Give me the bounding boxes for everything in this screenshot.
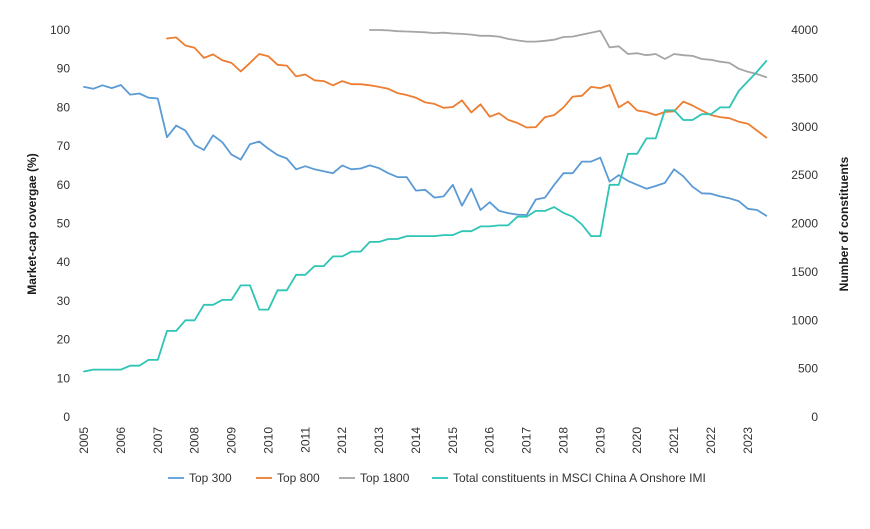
x-tick-label: 2023 bbox=[741, 427, 755, 454]
series-line-4 bbox=[83, 60, 768, 373]
x-tick-label: 2022 bbox=[704, 427, 718, 454]
x-tick-label: 2006 bbox=[114, 427, 128, 454]
x-tick-label: 2012 bbox=[335, 427, 349, 454]
left-tick-label: 100 bbox=[50, 23, 70, 37]
right-tick-label: 0 bbox=[811, 410, 818, 424]
right-tick-label: 3500 bbox=[791, 71, 818, 85]
left-tick-label: 10 bbox=[57, 371, 71, 385]
left-tick-label: 80 bbox=[57, 100, 71, 114]
right-axis-ticks: 0 500 1000 1500 2000 2500 3000 3500 4000 bbox=[791, 23, 818, 424]
x-tick-label: 2005 bbox=[77, 427, 91, 454]
legend: Top 300 Top 800 Top 1800 Total constituents… bbox=[168, 471, 706, 485]
legend-label: Total constituents in MSCI China A Onsho… bbox=[453, 471, 706, 485]
series-line-3 bbox=[368, 29, 768, 79]
legend-item: Top 800 bbox=[256, 471, 320, 485]
left-tick-label: 30 bbox=[57, 294, 71, 308]
left-tick-label: 40 bbox=[57, 255, 71, 269]
right-tick-label: 3000 bbox=[791, 120, 818, 134]
x-tick-label: 2016 bbox=[483, 427, 497, 454]
right-tick-label: 2500 bbox=[791, 168, 818, 182]
x-tick-label: 2007 bbox=[151, 427, 165, 454]
right-tick-label: 500 bbox=[798, 362, 818, 376]
legend-label: Top 800 bbox=[277, 471, 320, 485]
left-tick-label: 20 bbox=[57, 333, 71, 347]
x-axis-ticks: 2005 2006 2007 2008 2009 2010 2011 2012 2013 2014… bbox=[77, 427, 755, 454]
x-tick-label: 2017 bbox=[520, 427, 534, 454]
x-tick-label: 2010 bbox=[261, 427, 275, 454]
right-tick-label: 4000 bbox=[791, 23, 818, 37]
series-line-2 bbox=[166, 36, 768, 139]
x-tick-label: 2008 bbox=[188, 427, 202, 454]
right-tick-label: 1500 bbox=[791, 265, 818, 279]
left-axis-ticks: 0 10 20 30 40 50 60 70 80 90 100 bbox=[50, 23, 70, 424]
left-tick-label: 90 bbox=[57, 62, 71, 76]
right-tick-label: 2000 bbox=[791, 217, 818, 231]
x-tick-label: 2020 bbox=[630, 427, 644, 454]
x-tick-label: 2014 bbox=[409, 427, 423, 454]
right-tick-label: 1000 bbox=[791, 313, 818, 327]
x-tick-label: 2019 bbox=[593, 427, 607, 454]
legend-item: Top 300 bbox=[168, 471, 232, 485]
x-tick-label: 2021 bbox=[667, 427, 681, 454]
x-tick-label: 2015 bbox=[446, 427, 460, 454]
legend-item: Top 1800 bbox=[339, 471, 410, 485]
x-tick-label: 2011 bbox=[298, 427, 312, 453]
legend-label: Top 300 bbox=[189, 471, 232, 485]
legend-item: Total constituents in MSCI China A Onsho… bbox=[432, 471, 706, 485]
series-line-1 bbox=[83, 84, 768, 217]
left-tick-label: 50 bbox=[57, 217, 71, 231]
x-tick-label: 2013 bbox=[372, 427, 386, 454]
legend-label: Top 1800 bbox=[360, 471, 410, 485]
right-axis-title: Number of constituents bbox=[837, 156, 851, 291]
x-tick-label: 2018 bbox=[556, 427, 570, 454]
left-axis-title: Market-cap covergae (%) bbox=[25, 153, 39, 294]
left-tick-label: 70 bbox=[57, 139, 71, 153]
left-tick-label: 0 bbox=[63, 410, 70, 424]
x-tick-label: 2009 bbox=[225, 427, 239, 454]
series-layer bbox=[83, 29, 768, 373]
left-tick-label: 60 bbox=[57, 178, 71, 192]
